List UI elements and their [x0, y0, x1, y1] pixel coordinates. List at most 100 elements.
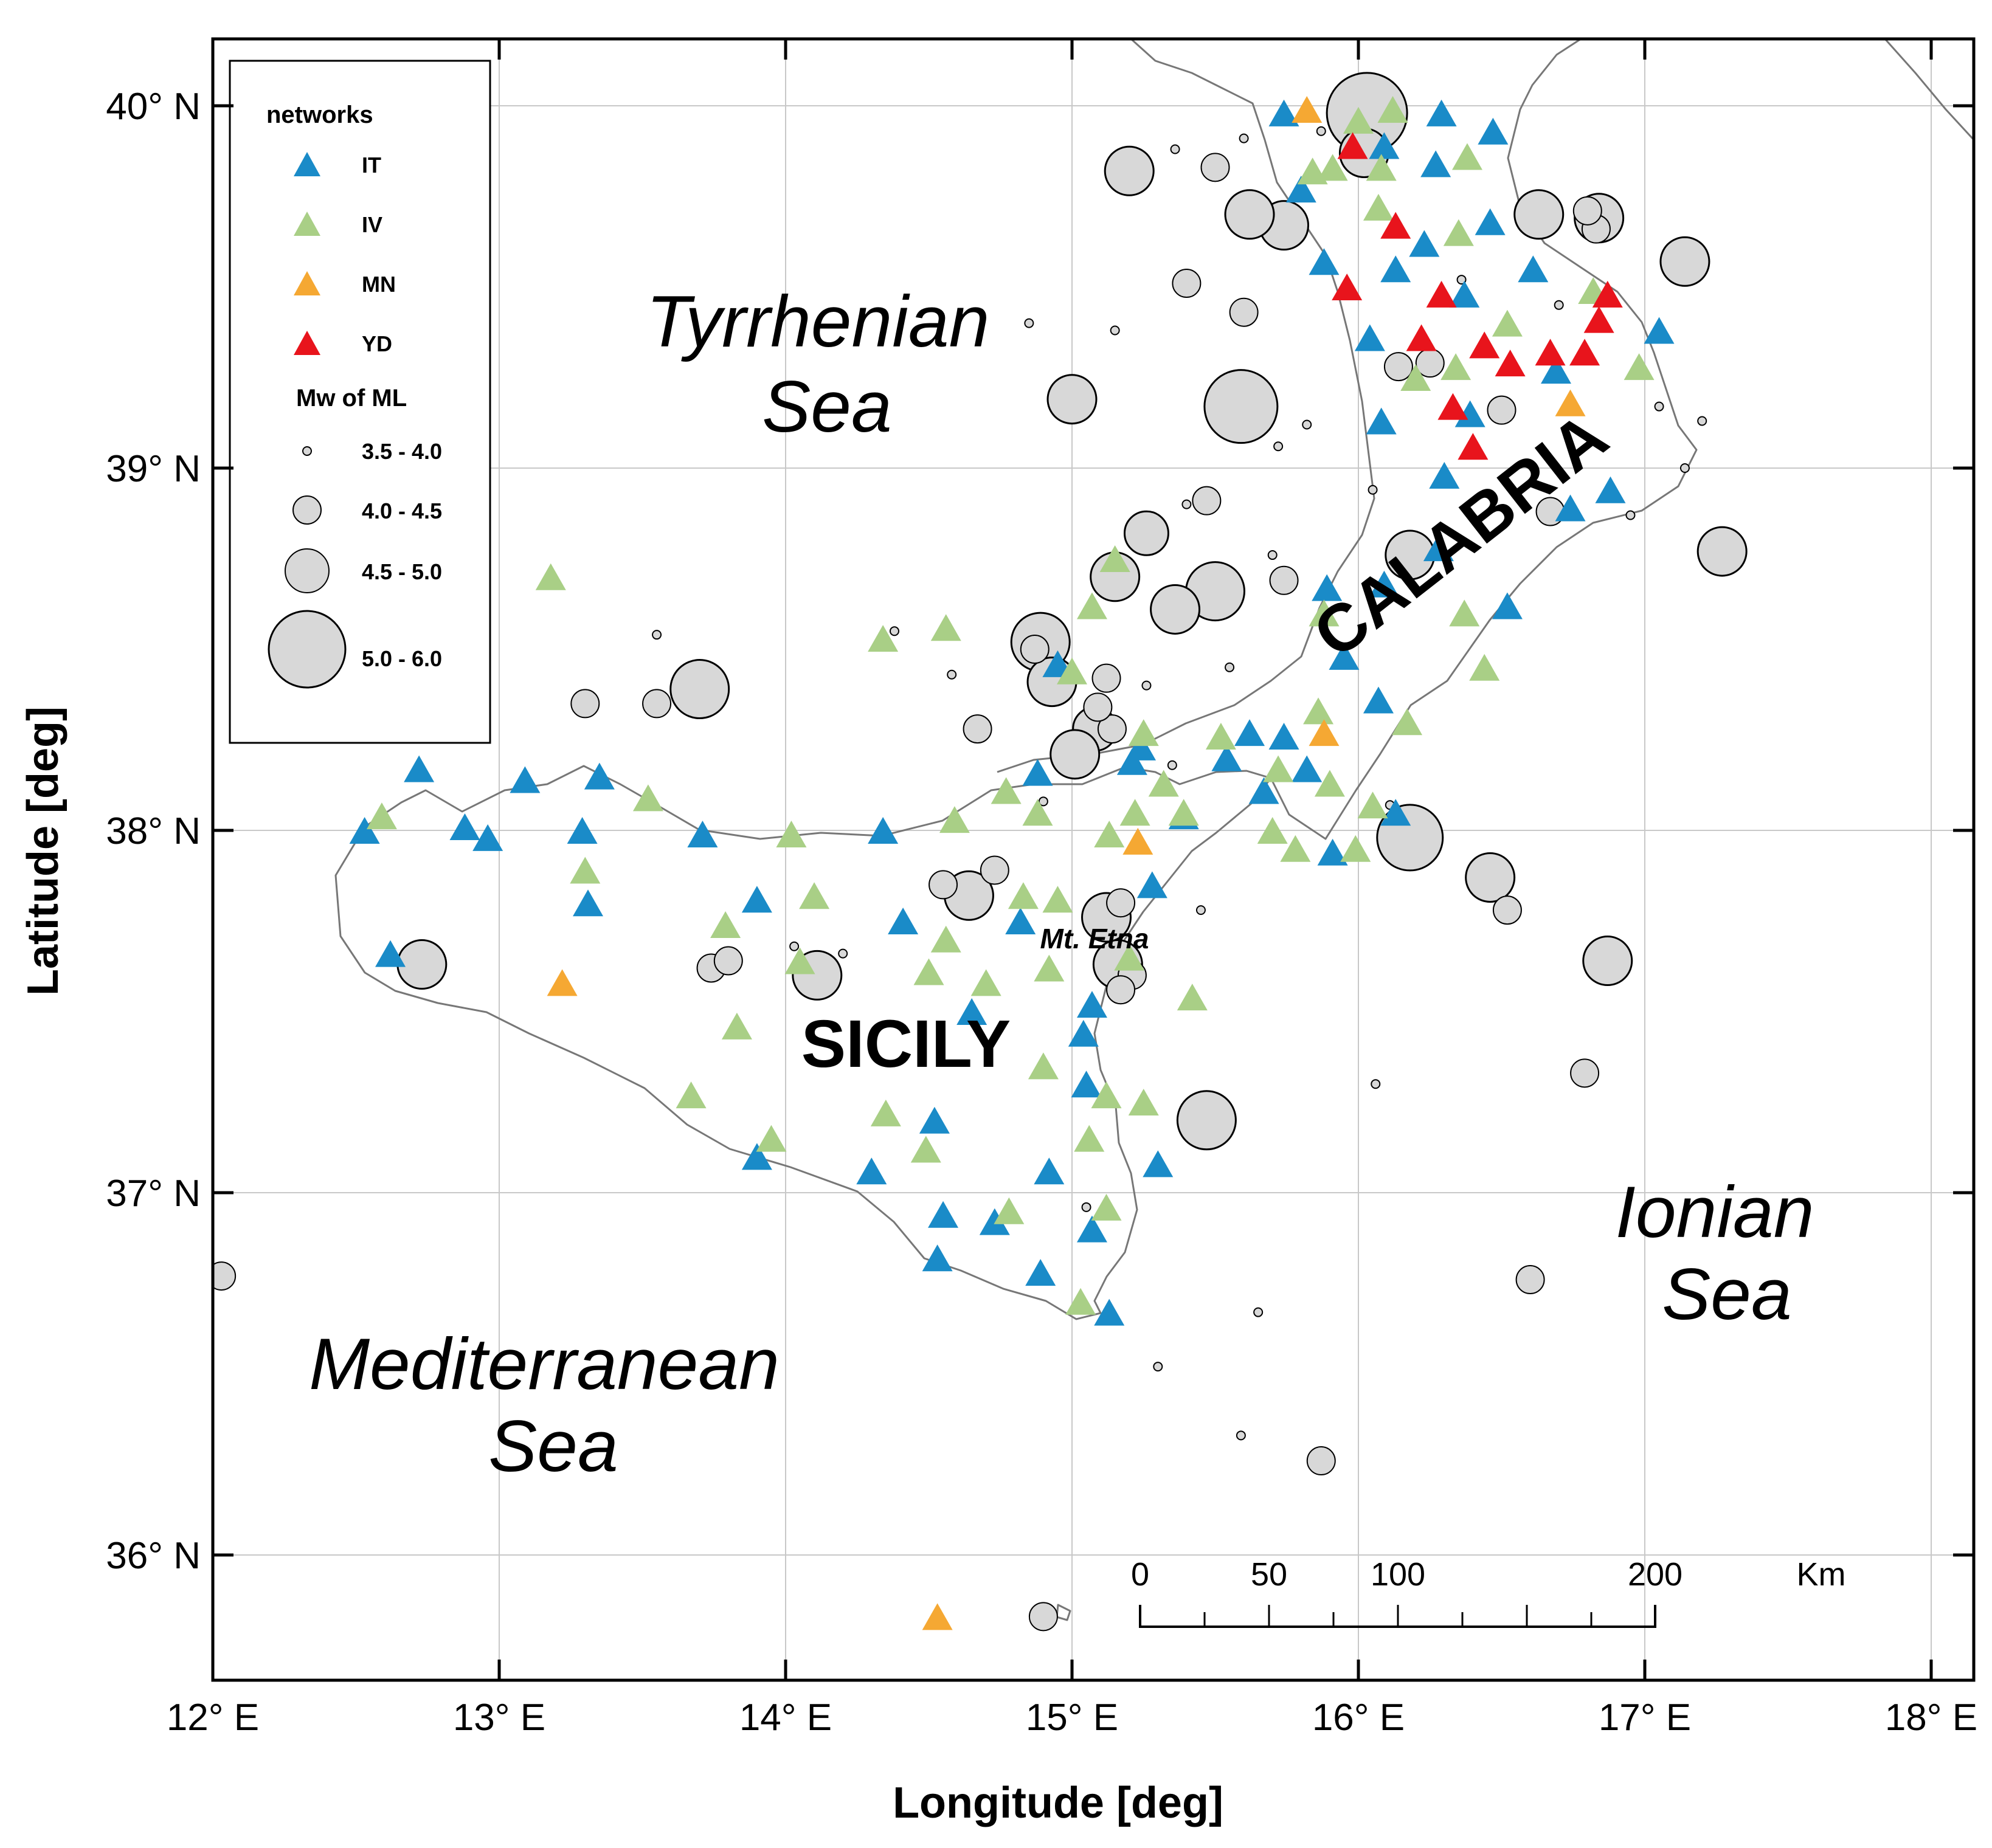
event-marker [1172, 269, 1202, 298]
event-marker [1229, 297, 1259, 327]
station-it [1136, 871, 1167, 898]
station-iv [1309, 599, 1340, 627]
event-marker [1236, 1430, 1246, 1441]
station-iv [721, 1012, 752, 1040]
station-iv [1065, 1288, 1096, 1315]
station-it [472, 824, 503, 851]
station-mn [1309, 719, 1340, 746]
event-marker [642, 689, 672, 719]
event-marker [947, 669, 957, 680]
station-it [1363, 686, 1394, 714]
event-marker [396, 939, 448, 990]
station-iv [1042, 886, 1073, 913]
event-marker [1106, 888, 1136, 918]
station-iv [939, 806, 970, 833]
station-it [404, 755, 435, 782]
station-yd [1437, 393, 1468, 420]
y-tick-label-36: 36° N [106, 1535, 201, 1577]
station-it [1354, 324, 1385, 351]
event-marker [1020, 635, 1050, 664]
event-marker [713, 946, 743, 976]
event-marker [1200, 153, 1230, 182]
station-it [1369, 132, 1400, 159]
station-iv [1114, 943, 1145, 971]
event-marker [1192, 486, 1222, 515]
station-iv [1317, 154, 1348, 181]
event-marker [1253, 1307, 1264, 1317]
station-iv [1624, 353, 1655, 381]
station-it [1076, 1215, 1107, 1243]
station-iv [366, 802, 397, 830]
scale-label-100: 100 [1371, 1556, 1425, 1593]
event-marker [1046, 374, 1098, 425]
event-marker [1106, 975, 1136, 1005]
station-it [510, 766, 541, 793]
legend-box [229, 60, 491, 744]
station-iv [1340, 835, 1371, 862]
plot-frame [211, 37, 1976, 1682]
legend-networks-title: networks [266, 102, 373, 128]
station-yd [1458, 433, 1489, 460]
x-axis-ticks: 12° E 13° E 14° E 15° E 16° E 17° E 18° E [167, 39, 1977, 1739]
event-marker [1203, 369, 1279, 444]
legend-mag-label-3: 4.5 - 5.0 [362, 559, 442, 584]
x-tick-label-16: 16° E [1312, 1697, 1405, 1739]
event-marker [980, 855, 1009, 885]
event-marker [1097, 714, 1127, 744]
station-yd [1406, 324, 1437, 351]
station-iv [1034, 954, 1065, 982]
event-marker [1141, 680, 1152, 691]
x-tick-label-18: 18° E [1885, 1697, 1977, 1739]
station-iv [1440, 353, 1472, 381]
x-tick-label-17: 17° E [1599, 1697, 1691, 1739]
station-iv [1377, 95, 1408, 123]
station-it [741, 886, 772, 913]
station-it [687, 820, 718, 847]
station-it [567, 817, 598, 844]
station-it [1475, 208, 1506, 235]
station-it [1369, 570, 1400, 598]
event-marker [1083, 692, 1113, 722]
event-marker [652, 630, 662, 640]
station-it [1116, 748, 1147, 775]
event-marker [929, 870, 958, 900]
station-it [1429, 461, 1460, 489]
station-iv [1205, 723, 1236, 750]
y-tick-label-40: 40° N [106, 86, 201, 128]
station-iv [1128, 1089, 1159, 1115]
station-iv [776, 820, 807, 847]
event-marker [1225, 662, 1235, 672]
station-it [1478, 117, 1509, 145]
mediterranean-sea-label-line2: Sea [488, 1405, 618, 1487]
station-yd [1592, 280, 1623, 308]
scale-unit: Km [1797, 1556, 1846, 1593]
station-iv [991, 777, 1022, 804]
station-iv [1314, 770, 1345, 797]
station-it [449, 813, 480, 841]
station-it [1211, 744, 1242, 771]
event-marker [1570, 1058, 1600, 1088]
event-marker [1371, 1079, 1381, 1089]
legend-mn-triangle [294, 271, 320, 295]
station-iv [1148, 770, 1179, 797]
event-marker [1024, 318, 1034, 328]
station-it [928, 1201, 959, 1228]
station-it [1068, 1019, 1099, 1047]
event-marker [1654, 401, 1664, 412]
scale-label-200: 200 [1628, 1556, 1682, 1593]
legend-mag-circle-4 [268, 610, 347, 689]
station-it [1143, 1150, 1174, 1177]
station-iv [1451, 143, 1482, 170]
calabria-ionian-coastline [1270, 39, 1698, 840]
station-it [349, 817, 380, 844]
station-iv [784, 947, 815, 974]
calabria-coastline [997, 39, 1375, 773]
sicily-label: SICILY [801, 1007, 1011, 1081]
scale-label-50: 50 [1251, 1556, 1287, 1593]
event-marker [1492, 895, 1522, 925]
event-marker [1110, 325, 1120, 336]
station-iv [930, 614, 961, 641]
event-marker [1659, 236, 1710, 287]
station-iv [1469, 653, 1500, 681]
